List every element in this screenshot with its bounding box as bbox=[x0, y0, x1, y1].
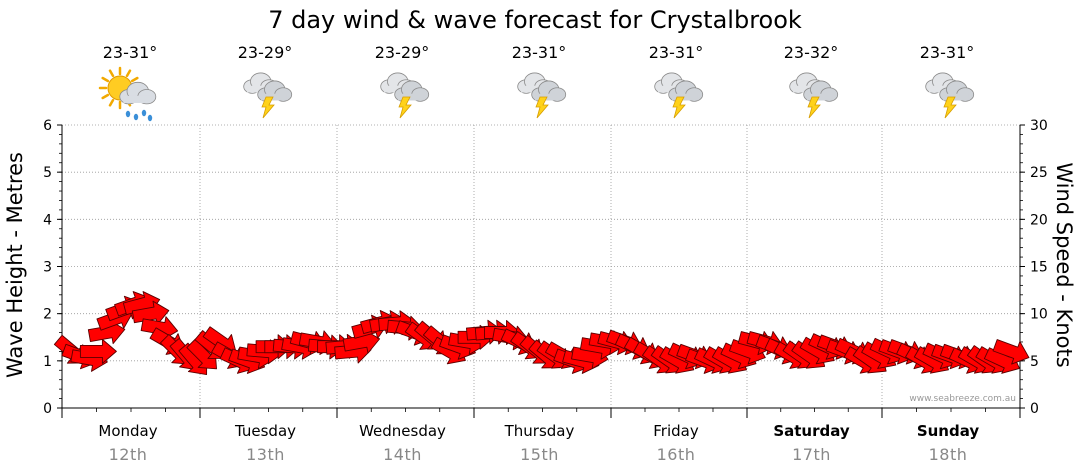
temperature-range: 23-29° bbox=[375, 43, 430, 62]
left-tick-label: 3 bbox=[43, 260, 52, 276]
day-date-label: 15th bbox=[520, 445, 559, 464]
wind-arrow bbox=[992, 339, 1030, 365]
sun-ray bbox=[125, 69, 132, 78]
temperature-range: 23-31° bbox=[512, 43, 567, 62]
temperature-range: 23-31° bbox=[103, 43, 158, 62]
left-tick-label: 1 bbox=[43, 354, 52, 370]
sun-ray bbox=[101, 76, 110, 83]
cloud-part bbox=[123, 95, 151, 103]
lightning-bolt bbox=[398, 96, 412, 119]
right-tick-label: 10 bbox=[1030, 307, 1048, 323]
lightning-bolt bbox=[672, 96, 686, 119]
day-name-label: Sunday bbox=[917, 422, 980, 440]
day-name-label: Thursday bbox=[504, 422, 575, 440]
cloud-part bbox=[247, 85, 273, 93]
cloud-part bbox=[398, 93, 424, 101]
daily-temperatures: 23-31° 23-29° 23-29° 23-31° 23-31° 23-32° 23-3… bbox=[103, 43, 975, 62]
cloud-part bbox=[658, 85, 684, 93]
cloud-part bbox=[535, 93, 561, 101]
wind-arrow bbox=[79, 338, 117, 364]
right-tick-label: 5 bbox=[1030, 354, 1039, 370]
thunderstorm-icon bbox=[517, 72, 567, 119]
temperature-range: 23-31° bbox=[649, 43, 704, 62]
rain-drop bbox=[133, 113, 139, 121]
lightning-bolt bbox=[943, 96, 957, 119]
cloud-part bbox=[793, 85, 819, 93]
right-tick-label: 0 bbox=[1030, 401, 1039, 417]
cloud-part bbox=[672, 93, 698, 101]
wind-arrow bbox=[131, 300, 170, 326]
plot-area: 0 1 2 3 4 5 6 0 5 10 15 20 25 30 bbox=[43, 118, 1048, 418]
sun-ray bbox=[108, 69, 115, 78]
thunderstorm-icon bbox=[789, 72, 839, 119]
day-date-label: 16th bbox=[657, 445, 696, 464]
thunderstorm-icon bbox=[243, 72, 293, 119]
day-date-label: 14th bbox=[383, 445, 422, 464]
day-name-label: Monday bbox=[98, 422, 157, 440]
right-tick-label: 30 bbox=[1030, 118, 1048, 134]
day-date-label: 18th bbox=[929, 445, 968, 464]
temperature-range: 23-29° bbox=[238, 43, 293, 62]
sun-ray bbox=[130, 76, 139, 83]
lightning-bolt bbox=[535, 96, 549, 119]
wind-arrow-series bbox=[53, 291, 1030, 376]
temperature-range: 23-32° bbox=[784, 43, 839, 62]
cloud-part bbox=[384, 85, 410, 93]
sun-ray bbox=[101, 93, 110, 100]
thunderstorm-icon bbox=[654, 72, 704, 119]
cloud-part bbox=[521, 85, 547, 93]
day-date-label: 17th bbox=[792, 445, 831, 464]
day-name-label: Tuesday bbox=[234, 422, 296, 440]
left-tick-label: 5 bbox=[43, 165, 52, 181]
sun-ray bbox=[108, 98, 115, 107]
right-axis-title: Wind Speed - Knots bbox=[1052, 162, 1076, 367]
day-name-label: Friday bbox=[653, 422, 699, 440]
cloud-part bbox=[943, 93, 969, 101]
day-name-label: Saturday bbox=[773, 422, 850, 440]
right-tick-label: 25 bbox=[1030, 165, 1048, 181]
daily-weather-icons bbox=[98, 66, 975, 122]
partly-sunny-rain-icon bbox=[98, 66, 157, 122]
left-tick-label: 4 bbox=[43, 212, 52, 228]
cloud-part bbox=[929, 85, 955, 93]
day-date-label: 12th bbox=[109, 445, 148, 464]
rain-drop bbox=[141, 109, 147, 117]
day-labels: Monday 12th Tuesday 13th Wednesday 14th Thursd… bbox=[98, 422, 979, 464]
right-tick-label: 20 bbox=[1030, 212, 1048, 228]
temperature-range: 23-31° bbox=[920, 43, 975, 62]
thunderstorm-icon bbox=[925, 72, 975, 119]
chart-title: 7 day wind & wave forecast for Crystalbr… bbox=[268, 6, 802, 34]
left-tick-label: 0 bbox=[43, 401, 52, 417]
cloud-part bbox=[261, 93, 287, 101]
left-tick-label: 6 bbox=[43, 118, 52, 134]
lightning-bolt bbox=[261, 96, 275, 119]
day-name-label: Wednesday bbox=[359, 422, 446, 440]
left-axis-title: Wave Height - Metres bbox=[3, 152, 27, 378]
thunderstorm-icon bbox=[380, 72, 430, 119]
day-date-label: 13th bbox=[246, 445, 285, 464]
axes: 0 1 2 3 4 5 6 0 5 10 15 20 25 30 bbox=[43, 118, 1048, 418]
cloud-part bbox=[807, 93, 833, 101]
left-tick-label: 2 bbox=[43, 307, 52, 323]
lightning-bolt bbox=[807, 96, 821, 119]
right-tick-label: 15 bbox=[1030, 260, 1048, 276]
credit-text: www.seabreeze.com.au bbox=[909, 394, 1016, 404]
rain-drop bbox=[125, 110, 131, 118]
rain-drop bbox=[147, 114, 153, 122]
